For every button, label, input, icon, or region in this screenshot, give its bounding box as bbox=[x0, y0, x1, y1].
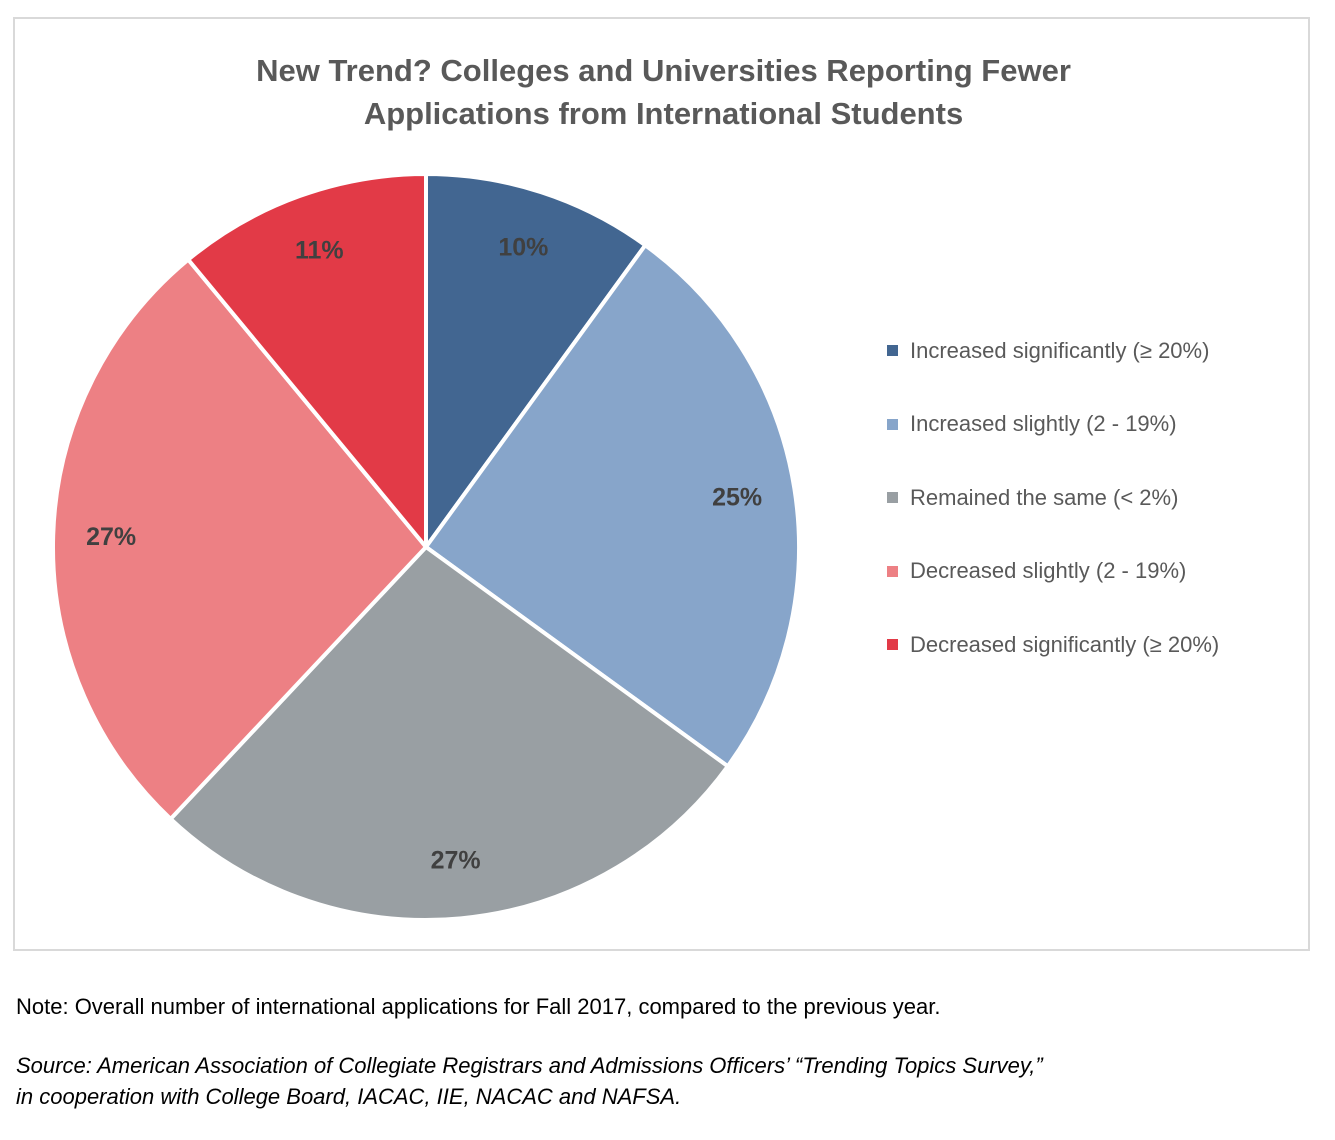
chart-title: New Trend? Colleges and Universities Rep… bbox=[15, 49, 1312, 135]
chart-source: Source: American Association of Collegia… bbox=[16, 1050, 1043, 1112]
pie-slice-label-3: 27% bbox=[431, 847, 481, 875]
legend-swatch-4 bbox=[887, 565, 898, 577]
chart-source-line-1: Source: American Association of Collegia… bbox=[16, 1053, 1043, 1078]
legend-swatch-1 bbox=[887, 345, 898, 357]
pie-slice-2 bbox=[424, 243, 801, 769]
legend: Increased significantly (≥ 20%) Increased… bbox=[887, 314, 1219, 682]
pie-chart: 10% 25% 27% 27% 11% bbox=[51, 172, 801, 922]
chart-title-line-2: Applications from International Students bbox=[363, 96, 964, 131]
legend-swatch-3 bbox=[887, 492, 898, 504]
legend-label-3: Remained the same (< 2%) bbox=[910, 484, 1179, 510]
legend-swatch-2 bbox=[887, 418, 898, 430]
pie-slice-label-1: 10% bbox=[498, 233, 548, 261]
legend-item-3: Remained the same (< 2%) bbox=[887, 461, 1219, 535]
legend-label-4: Decreased slightly (2 - 19%) bbox=[910, 558, 1187, 584]
pie-slice-5 bbox=[186, 172, 428, 549]
legend-item-4: Decreased slightly (2 - 19%) bbox=[887, 535, 1219, 609]
pie-slice-label-4: 27% bbox=[86, 523, 136, 551]
legend-label-2: Increased slightly (2 - 19%) bbox=[910, 411, 1177, 437]
legend-item-1: Increased significantly (≥ 20%) bbox=[887, 314, 1219, 388]
pie-slice-label-2: 25% bbox=[712, 484, 762, 512]
pie-slice-3 bbox=[168, 545, 730, 922]
legend-label-5: Decreased significantly (≥ 20%) bbox=[910, 631, 1220, 657]
legend-label-1: Increased significantly (≥ 20%) bbox=[910, 337, 1210, 363]
pie-slice-label-5: 11% bbox=[295, 237, 344, 265]
legend-swatch-5 bbox=[887, 639, 898, 651]
chart-area: New Trend? Colleges and Universities Rep… bbox=[13, 17, 1310, 951]
chart-source-line-2: in cooperation with College Board, IACAC… bbox=[16, 1084, 682, 1109]
chart-note: Note: Overall number of international ap… bbox=[16, 994, 941, 1019]
legend-item-5: Decreased significantly (≥ 20%) bbox=[887, 608, 1219, 682]
legend-item-2: Increased slightly (2 - 19%) bbox=[887, 388, 1219, 462]
pie-slice-1 bbox=[424, 172, 648, 549]
chart-title-line-1: New Trend? Colleges and Universities Rep… bbox=[256, 53, 1071, 88]
pie-slice-4 bbox=[51, 257, 428, 821]
